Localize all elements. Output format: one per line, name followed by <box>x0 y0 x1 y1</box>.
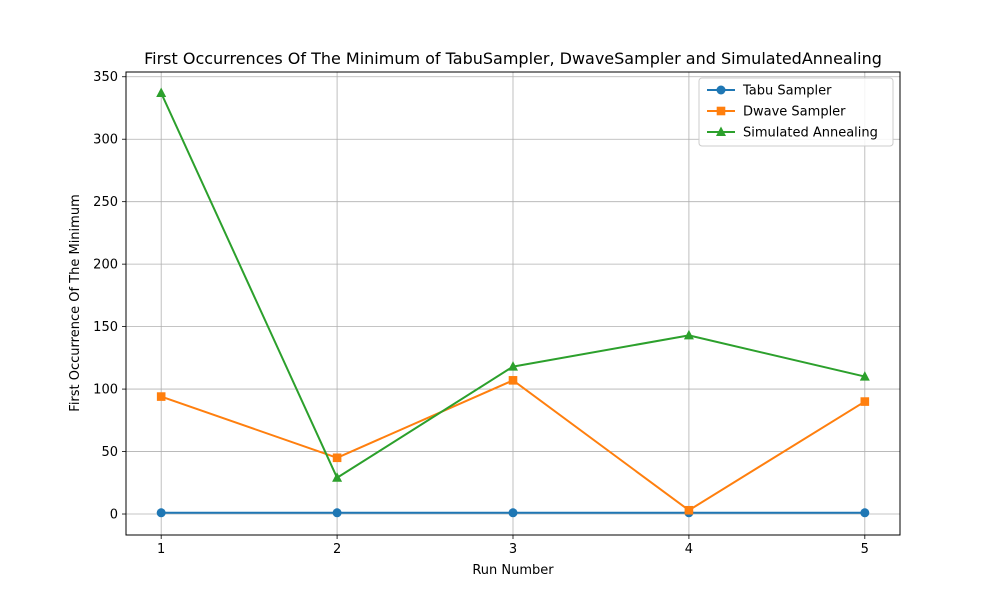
data-point-dwave-sampler <box>684 505 694 515</box>
legend-item-simulated-annealing: Simulated Annealing <box>707 126 878 141</box>
x-tick-label: 4 <box>685 542 693 557</box>
data-point-tabu-sampler <box>860 508 870 518</box>
legend-swatch-marker <box>716 126 726 136</box>
x-tick-label: 1 <box>157 542 165 557</box>
data-point-simulated-annealing <box>332 472 343 482</box>
series-simulated-annealing <box>156 87 870 482</box>
legend: Tabu Sampler Dwave Sampler Simulated Annea… <box>698 77 894 147</box>
legend-swatch-marker <box>716 106 726 116</box>
y-tick-label: 100 <box>93 383 118 398</box>
y-tick-label: 150 <box>93 320 118 335</box>
legend-item-tabu-sampler: Tabu Sampler <box>707 84 832 99</box>
series-dwave-sampler <box>156 376 870 515</box>
data-point-dwave-sampler <box>156 392 166 401</box>
legend-item-dwave-sampler: Dwave Sampler <box>707 105 846 120</box>
legend-frame <box>698 77 894 147</box>
data-point-dwave-sampler <box>332 453 342 463</box>
legend-swatch-marker <box>716 85 726 95</box>
y-tick-label: 350 <box>93 70 118 85</box>
legend-label: Dwave Sampler <box>743 105 846 120</box>
grid-lines <box>126 72 900 535</box>
y-axis-label: First Occurrence Of The Minimum <box>68 194 83 411</box>
x-axis-label: Run Number <box>472 563 554 578</box>
x-tick-label: 2 <box>333 542 341 557</box>
data-point-simulated-annealing <box>859 371 870 381</box>
x-tick-label: 3 <box>509 542 517 557</box>
data-point-simulated-annealing <box>156 87 167 97</box>
legend-label: Simulated Annealing <box>743 126 878 141</box>
plot-series <box>156 87 870 518</box>
x-tick-label: 5 <box>861 542 869 557</box>
y-tick-label: 300 <box>93 133 118 148</box>
legend-label: Tabu Sampler <box>742 84 832 99</box>
chart-title: First Occurrences Of The Minimum of Tabu… <box>144 49 882 68</box>
y-tick-label: 50 <box>101 445 118 460</box>
y-tick-label: 250 <box>93 195 118 210</box>
data-point-tabu-sampler <box>156 508 166 518</box>
data-point-dwave-sampler <box>860 397 870 406</box>
plot-area-frame <box>125 71 901 536</box>
data-point-tabu-sampler <box>508 508 518 518</box>
data-point-tabu-sampler <box>332 508 342 518</box>
y-tick-label: 0 <box>110 508 118 523</box>
data-point-dwave-sampler <box>508 376 518 385</box>
y-tick-label: 200 <box>93 258 118 273</box>
data-point-simulated-annealing <box>508 361 518 371</box>
data-point-simulated-annealing <box>683 329 694 340</box>
